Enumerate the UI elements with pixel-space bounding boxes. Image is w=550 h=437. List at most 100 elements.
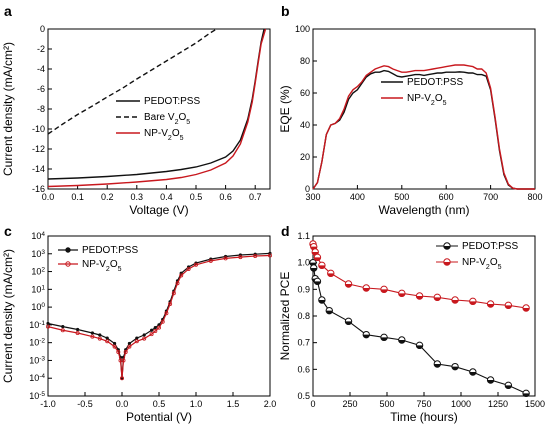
x-tick-label-d: 1500 <box>525 399 545 409</box>
data-point-fill-d-0 <box>318 300 326 304</box>
data-point-c-1 <box>267 253 272 258</box>
data-point-c-1 <box>112 344 117 349</box>
y-tick-label-d: 1.0 <box>297 258 310 268</box>
x-tick-label-b: 400 <box>350 192 365 202</box>
legend-label-a-2: NP-V2O5 <box>144 128 184 142</box>
data-point-c-1 <box>193 262 198 267</box>
x-tick-label-c: 1.0 <box>190 399 203 409</box>
y-tick-label-a: -14 <box>32 164 45 174</box>
y-tick-label-c: 10-1 <box>29 319 45 330</box>
data-point-c-0 <box>61 325 65 329</box>
data-point-c-1 <box>253 253 258 258</box>
y-tick-label-d: 0.9 <box>297 284 310 294</box>
y-tick-label-d: 1.1 <box>297 231 310 241</box>
series-line-a-2 <box>47 28 267 188</box>
panel-letter-a: a <box>4 3 12 19</box>
y-tick-label-d: 0.7 <box>297 338 310 348</box>
data-point-fill-d-0 <box>522 393 530 397</box>
chart-panel-d: 0 250 500 750 1000 1250 1500 0.5 0.6 0.7 0.8 0.9 1.0… <box>278 231 545 424</box>
data-point-fill-d-0 <box>416 345 423 349</box>
y-tick-label-c: 103 <box>31 248 45 259</box>
legend-label-b-1: NP-V2O5 <box>407 93 447 107</box>
data-point-c-1 <box>90 334 95 339</box>
chart-panel-c: -1.0 -0.5 0.0 0.5 1.0 1.5 2.0 10-5 10-4 10-3 10-2 1… <box>1 231 276 425</box>
data-point-c-1 <box>168 301 173 306</box>
data-point-fill-d-0 <box>380 337 388 341</box>
data-point-fill-d-1 <box>451 300 459 304</box>
chart-panel-b: 300 400 500 600 700 800 0 20 40 60 80 100 Wavelength… <box>278 24 543 217</box>
data-point-c-0 <box>98 333 102 337</box>
x-tick-label-c: 0.5 <box>153 399 166 409</box>
data-point-c-0 <box>90 331 94 335</box>
data-point-c-1 <box>120 376 125 381</box>
data-point-c-1 <box>116 349 121 354</box>
legend-marker-c-0 <box>65 247 71 253</box>
data-point-c-1 <box>171 291 176 296</box>
x-tick-label-b: 500 <box>394 192 409 202</box>
plot-frame-d <box>312 235 536 397</box>
legend-label-b-0: PEDOT:PSS <box>407 77 463 88</box>
y-tick-label-d: 0.6 <box>297 364 310 374</box>
panel-letter-c: c <box>4 223 12 239</box>
y-tick-label-b: 80 <box>300 56 310 66</box>
legend-marker-c-1 <box>65 261 71 267</box>
data-point-fill-d-1 <box>434 297 441 301</box>
panel-letter-b: b <box>281 3 290 19</box>
panel-letter-d: d <box>281 223 290 239</box>
data-point-c-0 <box>113 341 117 346</box>
x-tick-label-a: 0.5 <box>190 192 203 202</box>
data-point-c-1 <box>238 255 243 260</box>
data-point-fill-d-0 <box>487 380 494 384</box>
x-tick-label-b: 300 <box>305 192 320 202</box>
x-tick-label-c: -0.5 <box>77 399 93 409</box>
y-tick-label-a: 0 <box>40 24 45 34</box>
chart-panel-a: 0.0 0.1 0.2 0.3 0.4 0.5 0.6 0.7 -16 -14 -12 -10 -8 -6… <box>1 24 271 217</box>
data-point-c-1 <box>46 324 51 329</box>
data-point-c-1 <box>223 256 228 261</box>
data-point-fill-d-0 <box>345 321 352 325</box>
x-tick-label-d: 0 <box>310 399 315 409</box>
x-tick-label-d: 1000 <box>451 399 471 409</box>
series-line-b-0 <box>312 69 535 190</box>
data-point-c-0 <box>76 327 80 332</box>
x-tick-label-a: 0.4 <box>160 192 173 202</box>
legend-label-a-0: PEDOT:PSS <box>144 96 200 107</box>
y-tick-label-a: -2 <box>37 44 45 54</box>
data-point-c-1 <box>175 281 180 286</box>
data-point-fill-d-1 <box>469 301 477 305</box>
x-tick-label-d: 750 <box>416 399 431 409</box>
y-tick-label-c: 101 <box>31 284 45 295</box>
legend-label-c-0: PEDOT:PSS <box>82 245 138 256</box>
legend-label-d-0: PEDOT:PSS <box>462 241 518 252</box>
series-line-b-1 <box>312 64 535 190</box>
data-point-c-1 <box>105 339 110 344</box>
y-axis-label-a: Current density (mA/cm²) <box>1 42 15 176</box>
data-point-fill-d-0 <box>451 366 459 370</box>
data-point-c-1 <box>153 329 158 334</box>
x-tick-label-d: 500 <box>379 399 394 409</box>
x-tick-label-c: -1.0 <box>40 399 56 409</box>
data-point-c-0 <box>135 336 139 340</box>
data-point-c-1 <box>127 344 132 349</box>
data-point-c-0 <box>105 336 109 340</box>
data-point-c-1 <box>121 358 126 363</box>
x-tick-label-d: 1250 <box>488 399 508 409</box>
series-line-c-0 <box>47 252 271 379</box>
y-tick-label-a: -8 <box>37 104 45 114</box>
data-point-fill-d-1 <box>345 284 352 288</box>
x-axis-label-a: Voltage (V) <box>129 203 188 217</box>
legend-marker-fill-d-1 <box>443 262 451 266</box>
data-point-fill-d-1 <box>314 257 321 261</box>
data-point-c-1 <box>60 328 65 333</box>
legend-label-d-1: NP-V2O5 <box>462 257 502 271</box>
y-tick-label-b: 100 <box>295 24 310 34</box>
y-tick-label-c: 10-2 <box>29 337 45 348</box>
data-point-c-1 <box>97 336 102 341</box>
data-point-c-1 <box>186 266 191 271</box>
data-point-fill-d-1 <box>318 265 326 269</box>
data-point-c-0 <box>127 341 131 346</box>
y-tick-label-c: 10-3 <box>29 355 45 366</box>
x-tick-label-c: 0.0 <box>116 399 129 409</box>
series-line-c-1 <box>47 254 271 379</box>
